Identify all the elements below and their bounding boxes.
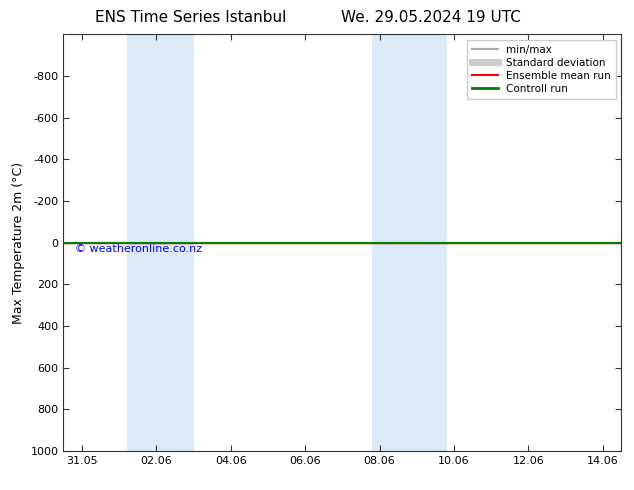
Legend: min/max, Standard deviation, Ensemble mean run, Controll run: min/max, Standard deviation, Ensemble me… [467, 40, 616, 99]
Text: ENS Time Series Istanbul: ENS Time Series Istanbul [94, 10, 286, 25]
Text: © weatheronline.co.nz: © weatheronline.co.nz [75, 244, 202, 254]
Y-axis label: Max Temperature 2m (°C): Max Temperature 2m (°C) [12, 162, 25, 323]
Bar [372, 34, 446, 451]
Text: We. 29.05.2024 19 UTC: We. 29.05.2024 19 UTC [341, 10, 521, 25]
Bar [127, 34, 193, 451]
